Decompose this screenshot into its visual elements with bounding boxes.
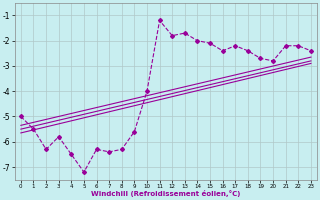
X-axis label: Windchill (Refroidissement éolien,°C): Windchill (Refroidissement éolien,°C) <box>91 190 241 197</box>
